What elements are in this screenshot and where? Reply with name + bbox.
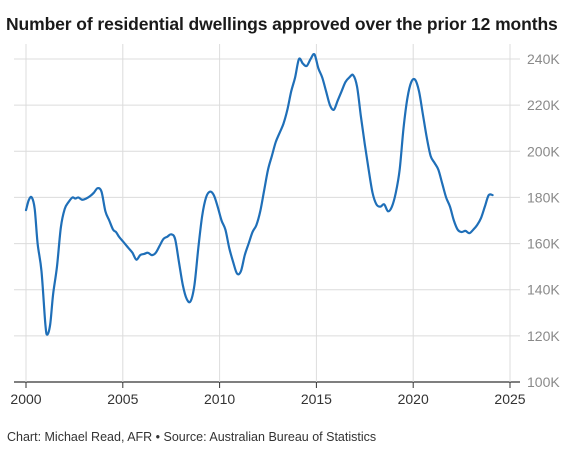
- y-tick-label: 120K: [527, 328, 560, 344]
- y-tick-label: 240K: [527, 51, 560, 67]
- chart-title: Number of residential dwellings approved…: [6, 14, 558, 34]
- y-tick-label: 220K: [527, 97, 560, 113]
- y-tick-label: 200K: [527, 143, 560, 159]
- x-tick-label: 2015: [301, 391, 332, 407]
- x-tick-label: 2010: [204, 391, 235, 407]
- y-tick-label: 180K: [527, 189, 560, 205]
- x-tick-label: 2020: [398, 391, 429, 407]
- chart-source: Chart: Michael Read, AFR • Source: Austr…: [7, 430, 377, 444]
- x-tick-label: 2000: [10, 391, 41, 407]
- series-line: [24, 52, 494, 336]
- y-tick-label: 100K: [527, 374, 560, 390]
- y-tick-label: 140K: [527, 282, 560, 298]
- x-tick-label: 2005: [107, 391, 138, 407]
- y-tick-label: 160K: [527, 236, 560, 252]
- x-tick-label: 2025: [494, 391, 525, 407]
